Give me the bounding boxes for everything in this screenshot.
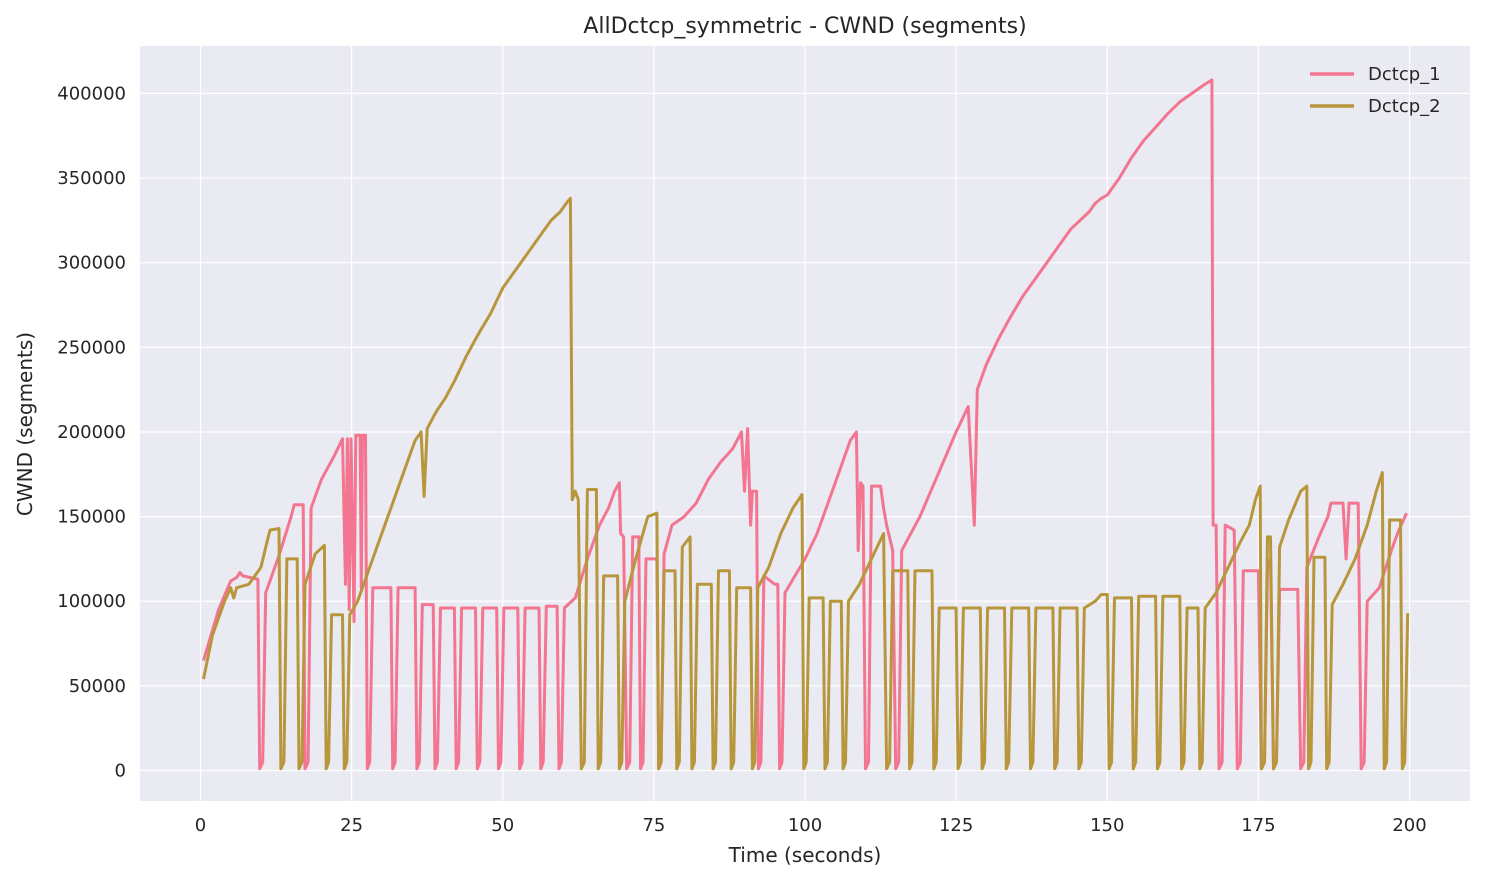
x-tick-label: 25 (340, 815, 363, 836)
y-tick-label: 350000 (57, 168, 126, 189)
x-tick-label: 0 (195, 815, 206, 836)
x-tick-label: 200 (1392, 815, 1426, 836)
y-axis: 0 50000 100000 150000 200000 250000 300000 3500… (57, 83, 126, 781)
series-line-dctcp-2 (202, 196, 1410, 771)
y-tick-label: 150000 (57, 507, 126, 528)
y-tick-label: 100000 (57, 591, 126, 612)
x-axis: 0 25 50 75 100 125 150 175 200 (195, 815, 1427, 836)
y-axis-label: CWND (segments) (13, 332, 37, 516)
x-tick-label: 100 (788, 815, 822, 836)
y-tick-label: 400000 (57, 83, 126, 104)
y-tick-label: 200000 (57, 422, 126, 443)
x-tick-label: 75 (642, 815, 665, 836)
series-lines (202, 78, 1410, 771)
y-tick-label: 300000 (57, 253, 126, 274)
x-tick-label: 125 (939, 815, 973, 836)
legend: Dctcp_1 Dctcp_2 (1310, 64, 1441, 117)
legend-label: Dctcp_2 (1368, 96, 1441, 117)
x-tick-label: 175 (1241, 815, 1275, 836)
x-axis-label: Time (seconds) (728, 843, 882, 867)
legend-label: Dctcp_1 (1368, 64, 1441, 85)
x-tick-label: 150 (1090, 815, 1124, 836)
grid-lines (140, 46, 1470, 801)
chart-title: AllDctcp_symmetric - CWND (segments) (583, 14, 1026, 39)
y-tick-label: 50000 (69, 676, 126, 697)
y-tick-label: 250000 (57, 337, 126, 358)
y-tick-label: 0 (115, 761, 126, 782)
x-tick-label: 50 (491, 815, 514, 836)
series-line-dctcp-1 (202, 78, 1408, 771)
